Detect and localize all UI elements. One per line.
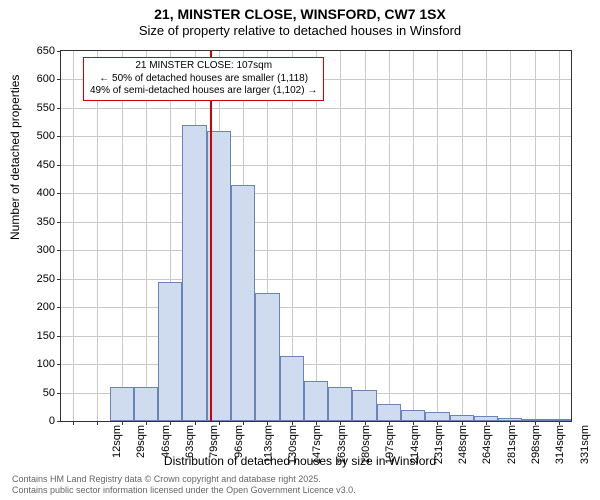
x-tick-mark <box>146 421 147 425</box>
chart-subtitle: Size of property relative to detached ho… <box>0 23 600 39</box>
y-tick-mark <box>57 108 61 109</box>
gridline-v <box>486 51 487 421</box>
gridline-v <box>510 51 511 421</box>
x-tick-mark <box>195 421 196 425</box>
chart-title: 21, MINSTER CLOSE, WINSFORD, CW7 1SX <box>0 0 600 23</box>
annot-line2: ← 50% of detached houses are smaller (1,… <box>99 73 308 84</box>
footer-line2: Contains public sector information licen… <box>12 485 356 495</box>
y-tick-mark <box>57 222 61 223</box>
x-tick-mark <box>243 421 244 425</box>
histogram-bar <box>377 404 401 421</box>
y-tick-mark <box>57 250 61 251</box>
histogram-bar <box>280 356 304 421</box>
histogram-bar <box>522 419 546 421</box>
histogram-bar <box>474 416 498 421</box>
gridline-v <box>559 51 560 421</box>
y-tick-mark <box>57 193 61 194</box>
gridline-v <box>389 51 390 421</box>
gridline-v <box>437 51 438 421</box>
x-tick-mark <box>97 421 98 425</box>
x-tick-mark <box>73 421 74 425</box>
x-tick-mark <box>413 421 414 425</box>
y-axis-label: Number of detached properties <box>8 75 22 240</box>
histogram-bar <box>182 125 206 421</box>
histogram-bar <box>352 390 376 421</box>
gridline-v <box>73 51 74 421</box>
y-tick-mark <box>57 364 61 365</box>
x-tick-mark <box>437 421 438 425</box>
x-tick-mark <box>486 421 487 425</box>
x-tick-mark <box>559 421 560 425</box>
histogram-bar <box>158 282 182 421</box>
gridline-v <box>462 51 463 421</box>
gridline-v <box>97 51 98 421</box>
title-line2: Size of property relative to detached ho… <box>139 23 461 38</box>
y-tick-mark <box>57 279 61 280</box>
histogram-bar <box>231 185 255 421</box>
y-tick-mark <box>57 393 61 394</box>
gridline-v <box>316 51 317 421</box>
x-tick-mark <box>267 421 268 425</box>
histogram-bar <box>425 412 449 421</box>
annotation-box: 21 MINSTER CLOSE: 107sqm ← 50% of detach… <box>83 57 324 101</box>
x-tick-mark <box>122 421 123 425</box>
histogram-bar <box>450 415 474 421</box>
gridline-v <box>340 51 341 421</box>
x-tick-mark <box>170 421 171 425</box>
gridline-v <box>122 51 123 421</box>
x-tick-mark <box>316 421 317 425</box>
title-line1: 21, MINSTER CLOSE, WINSFORD, CW7 1SX <box>154 6 446 22</box>
gridline-v <box>146 51 147 421</box>
footer-line1: Contains HM Land Registry data © Crown c… <box>12 474 321 484</box>
gridline-v <box>413 51 414 421</box>
footer: Contains HM Land Registry data © Crown c… <box>12 474 356 496</box>
x-tick-mark <box>340 421 341 425</box>
gridline-v <box>535 51 536 421</box>
annot-line1: 21 MINSTER CLOSE: 107sqm <box>135 60 272 71</box>
y-tick-mark <box>57 421 61 422</box>
histogram-bar <box>255 293 279 421</box>
y-tick-mark <box>57 307 61 308</box>
histogram-bar <box>304 381 328 421</box>
reference-line <box>210 51 212 421</box>
y-tick-mark <box>57 136 61 137</box>
y-tick-mark <box>57 79 61 80</box>
x-tick-mark <box>219 421 220 425</box>
histogram-bar <box>547 419 571 421</box>
x-tick-mark <box>462 421 463 425</box>
chart-plot-area: 0501001502002503003504004505005506006501… <box>60 50 572 422</box>
histogram-bar <box>401 410 425 421</box>
y-tick-mark <box>57 165 61 166</box>
gridline-v <box>365 51 366 421</box>
x-tick-mark <box>292 421 293 425</box>
x-tick-mark <box>510 421 511 425</box>
histogram-bar <box>134 387 158 421</box>
y-tick-mark <box>57 51 61 52</box>
x-tick-mark <box>389 421 390 425</box>
annot-line3: 49% of semi-detached houses are larger (… <box>90 85 317 96</box>
histogram-bar <box>110 387 134 421</box>
histogram-bar <box>328 387 352 421</box>
x-axis-label: Distribution of detached houses by size … <box>0 454 600 468</box>
x-tick-mark <box>535 421 536 425</box>
histogram-bar <box>498 418 522 421</box>
y-tick-mark <box>57 336 61 337</box>
x-tick-mark <box>365 421 366 425</box>
